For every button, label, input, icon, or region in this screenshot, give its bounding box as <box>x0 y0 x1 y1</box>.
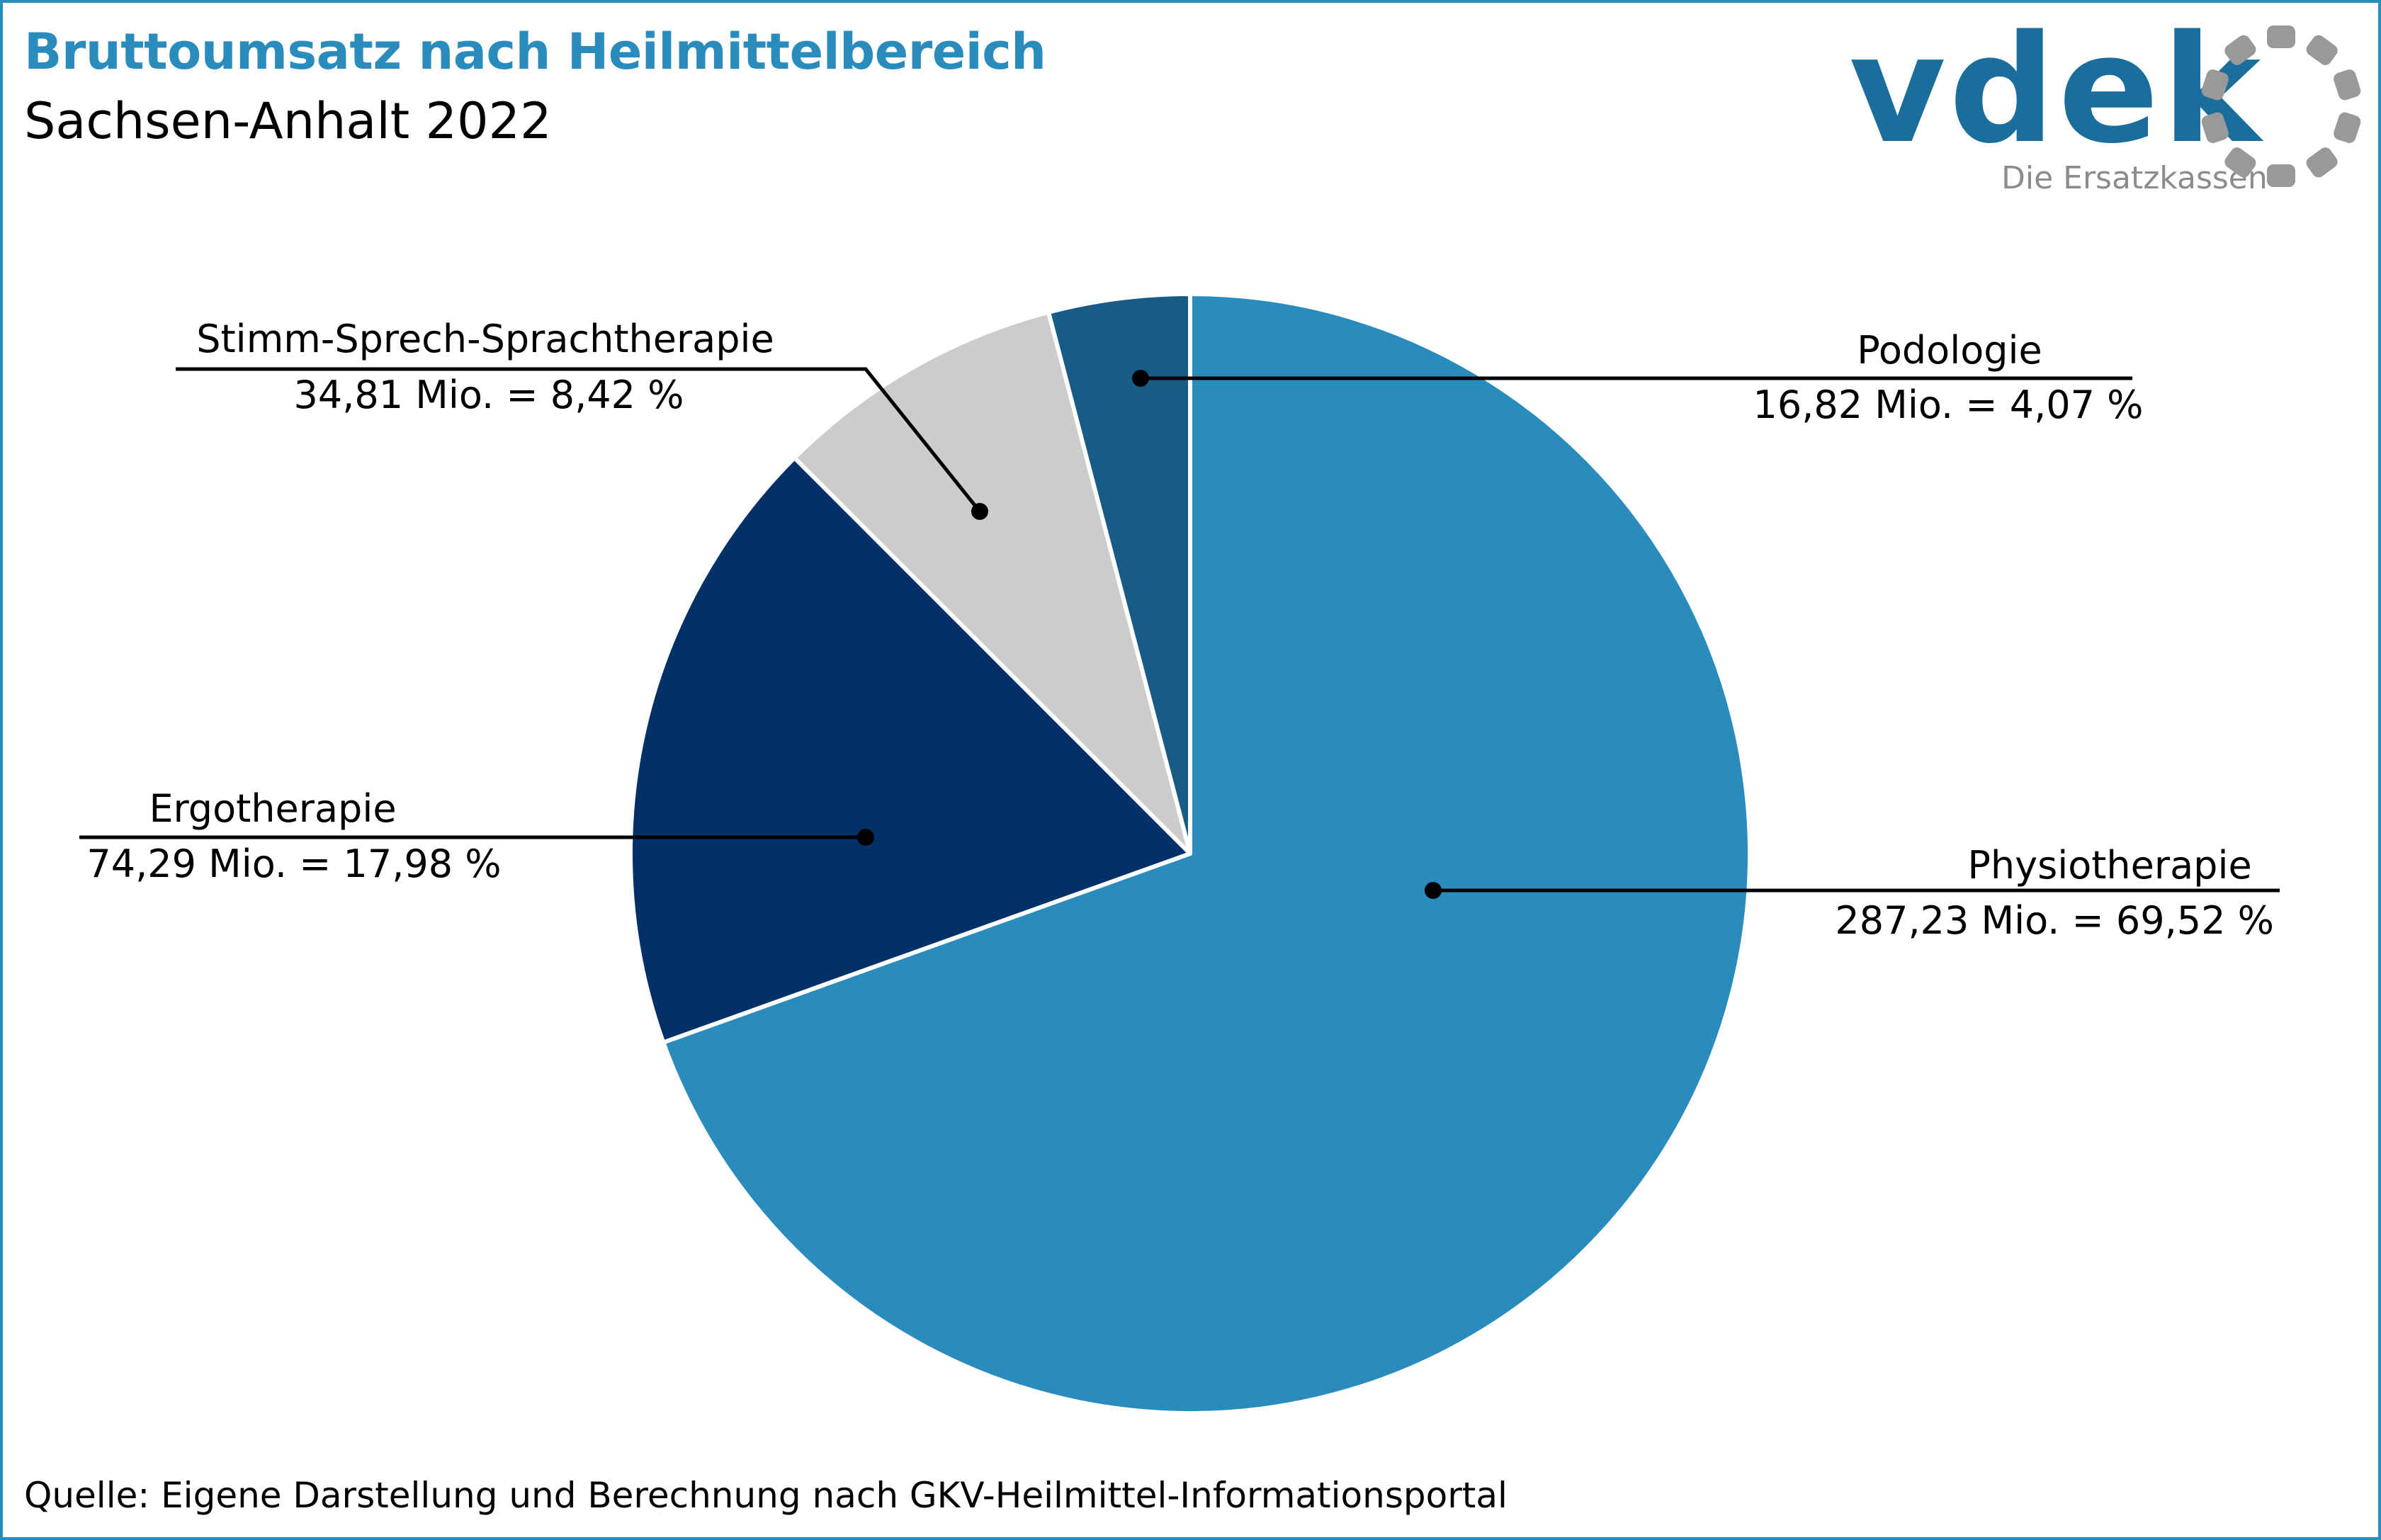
slice-label-podologie: Podologie <box>1857 328 2042 373</box>
pie-slice-physiotherapie <box>661 292 1752 1415</box>
slice-value-ergotherapie: 74,29 Mio. = 17,98 % <box>86 842 501 886</box>
logo-ring-segment <box>2201 112 2229 143</box>
leader-line-stimm-sprech-sprachtherapie <box>176 367 981 513</box>
leader-dot-ergotherapie <box>857 829 874 846</box>
slice-label-physiotherapie: Physiotherapie <box>1967 843 2251 888</box>
slice-label-ergotherapie: Ergotherapie <box>149 786 396 831</box>
logo-ring-segment <box>2267 26 2295 48</box>
leader-dot-stimm-sprech-sprachtherapie <box>971 503 988 520</box>
pie-slice-ergotherapie <box>628 455 1192 1045</box>
logo-ring-segment <box>2306 35 2338 65</box>
logo-ring-segment <box>2334 69 2361 101</box>
source-note: Quelle: Eigene Darstellung und Berechnun… <box>24 1475 1508 1516</box>
slice-value-physiotherapie: 287,23 Mio. = 69,52 % <box>1835 898 2274 943</box>
logo-ring-segment <box>2267 164 2295 187</box>
slice-label-stimm-sprech-sprachtherapie: Stimm-Sprech-Sprachtherapie <box>196 317 774 361</box>
logo-ring-segment <box>2224 35 2256 65</box>
pie-slice-stimm-sprech-sprachtherapie <box>792 310 1192 856</box>
chart-subtitle: Sachsen-Anhalt 2022 <box>24 92 552 150</box>
logo-ring-segment <box>2306 147 2338 178</box>
slice-value-podologie: 16,82 Mio. = 4,07 % <box>1753 383 2144 427</box>
logo-ring-segment <box>2224 147 2256 178</box>
chart-title: Bruttoumsatz nach Heilmittelbereich <box>24 23 1046 81</box>
logo-ring-segment <box>2334 112 2361 143</box>
slice-value-stimm-sprech-sprachtherapie: 34,81 Mio. = 8,42 % <box>294 373 684 417</box>
pie-slice-podologie <box>1046 292 1192 856</box>
vdek-logo-wordmark: vdek <box>1849 3 2264 176</box>
leader-dot-physiotherapie <box>1425 882 1442 899</box>
logo-ring-segment <box>2201 69 2229 101</box>
vdek-logo-tagline: Die Ersatzkassen <box>2001 160 2268 196</box>
leader-dot-podologie <box>1132 370 1149 387</box>
vdek-ring-icon <box>2201 26 2361 187</box>
